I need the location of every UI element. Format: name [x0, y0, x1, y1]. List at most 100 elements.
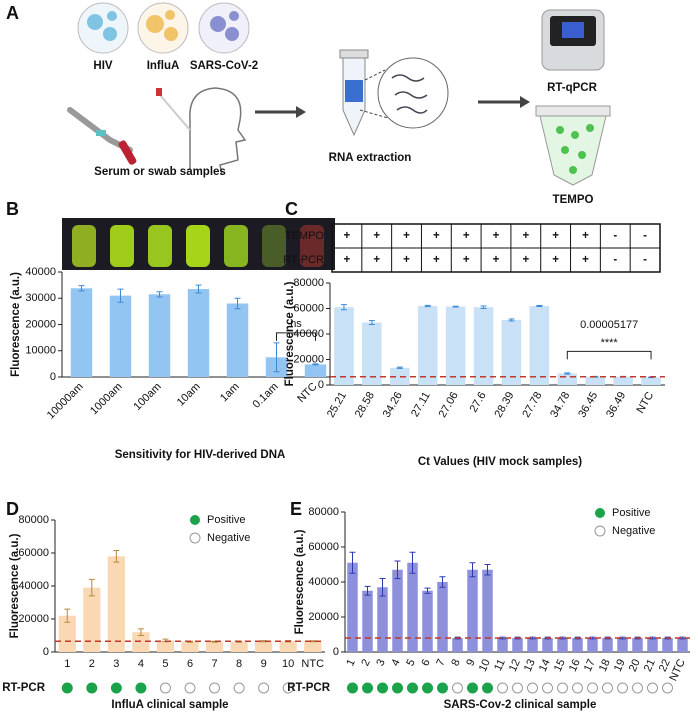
rt-pcr-result	[437, 682, 448, 694]
x-tick-label: 6	[187, 658, 193, 670]
table-cell: +	[344, 230, 351, 242]
rt-pcr-result	[452, 682, 463, 694]
legend-marker	[189, 532, 201, 544]
error-bar	[559, 636, 566, 640]
bar	[437, 582, 448, 652]
y-axis-label: Fluorescence (a.u.)	[284, 281, 296, 386]
bar	[501, 319, 522, 385]
bar	[529, 305, 550, 385]
error-bar	[379, 578, 386, 597]
error-bar	[394, 560, 401, 579]
y-tick-label: 20000	[293, 353, 324, 365]
legend-marker	[595, 508, 605, 518]
error-bar	[78, 285, 85, 292]
x-tick-label: 18	[597, 657, 613, 673]
bar	[83, 587, 101, 652]
significance-bracket	[276, 332, 316, 341]
bar	[187, 289, 210, 377]
rt-pcr-result	[422, 682, 433, 694]
bar	[390, 367, 410, 385]
bar	[205, 641, 224, 652]
error-bar	[619, 636, 626, 640]
bar	[662, 638, 673, 652]
x-tick-label: 3	[374, 657, 387, 668]
panel-label: A	[6, 3, 19, 23]
table-row-label: TEMPO	[285, 230, 325, 242]
table-row-label: RT-PCR	[283, 254, 324, 266]
x-tick-label: 8	[236, 658, 242, 670]
x-tick-label: NTC	[295, 381, 320, 406]
table-cell: -	[613, 254, 617, 266]
y-tick-label: 80000	[18, 514, 49, 526]
bar	[572, 638, 583, 652]
rt-pcr-result	[135, 682, 147, 694]
table-cell: +	[522, 230, 529, 242]
error-bar	[409, 551, 416, 574]
y-axis-label: Fluorescence (a.u.)	[9, 533, 21, 638]
x-tick-label: 7	[211, 658, 217, 670]
bar	[602, 638, 613, 652]
bar	[512, 638, 523, 652]
bar	[632, 638, 643, 652]
error-bar	[508, 318, 515, 322]
bar	[362, 590, 373, 652]
x-tick-label: 1000am	[88, 381, 125, 418]
error-bar	[452, 305, 459, 308]
x-tick-label: 36.45	[576, 390, 600, 420]
y-tick-label: 30000	[25, 292, 56, 304]
y-tick-label: 40000	[25, 266, 56, 278]
table-cell: +	[433, 230, 440, 242]
rt-pcr-result	[647, 682, 658, 694]
bar	[677, 638, 688, 652]
x-tick-label: 9	[464, 657, 477, 668]
rt-pcr-result	[159, 682, 171, 694]
bar	[647, 638, 658, 652]
error-bar	[536, 304, 543, 307]
rt-pcr-result	[407, 682, 418, 694]
x-tick-label: 17	[582, 657, 598, 673]
y-tick-label: 0	[318, 379, 324, 391]
y-tick-label: 40000	[18, 580, 49, 592]
y-tick-label: 60000	[18, 547, 49, 559]
rt-pcr-label: RT-PCR	[2, 682, 46, 694]
y-axis-label: Fluorescence (a.u.)	[294, 529, 306, 634]
bar	[107, 556, 125, 652]
bar	[347, 562, 358, 652]
extraction-tube	[339, 49, 449, 137]
x-tick-label: 27.78	[520, 390, 544, 420]
sample-illustration	[67, 87, 247, 176]
x-tick-label: 36.49	[604, 390, 628, 420]
rt-pcr-result	[557, 682, 568, 694]
error-bar	[117, 288, 124, 303]
error-bar	[396, 366, 403, 369]
x-axis-label: Ct Values (HIV mock samples)	[418, 456, 582, 468]
error-bar	[424, 587, 431, 594]
y-tick-label: 20000	[25, 318, 56, 330]
tempo-tube	[535, 105, 611, 186]
bar	[230, 641, 248, 652]
x-tick-label: 1	[64, 658, 70, 670]
x-tick-label: 27.11	[409, 390, 433, 419]
bar	[641, 377, 661, 385]
y-tick-label: 40000	[308, 576, 339, 588]
y-tick-label: 0	[50, 371, 56, 383]
bar	[279, 641, 297, 652]
rt-pcr-result	[587, 682, 598, 694]
x-tick-label: 7	[434, 657, 447, 668]
y-tick-label: 0	[333, 646, 339, 658]
bar	[585, 376, 605, 385]
qpcr-instrument	[541, 9, 605, 71]
table-cell: +	[582, 254, 589, 266]
x-axis-label: InfluA clinical sample	[111, 699, 228, 711]
x-tick-label: 25.21	[325, 390, 349, 420]
table-cell: +	[522, 254, 529, 266]
x-tick-label: 13	[522, 657, 538, 673]
x-tick-label: 10	[477, 657, 493, 673]
y-axis-label: Fluorescence (a.u.)	[10, 272, 22, 377]
rt-pcr-result	[362, 682, 373, 694]
table-cell: +	[403, 230, 410, 242]
rt-pcr-result	[86, 682, 98, 694]
table-cell: +	[373, 254, 380, 266]
error-bar	[424, 304, 431, 308]
virus-label: InfluA	[147, 60, 180, 72]
